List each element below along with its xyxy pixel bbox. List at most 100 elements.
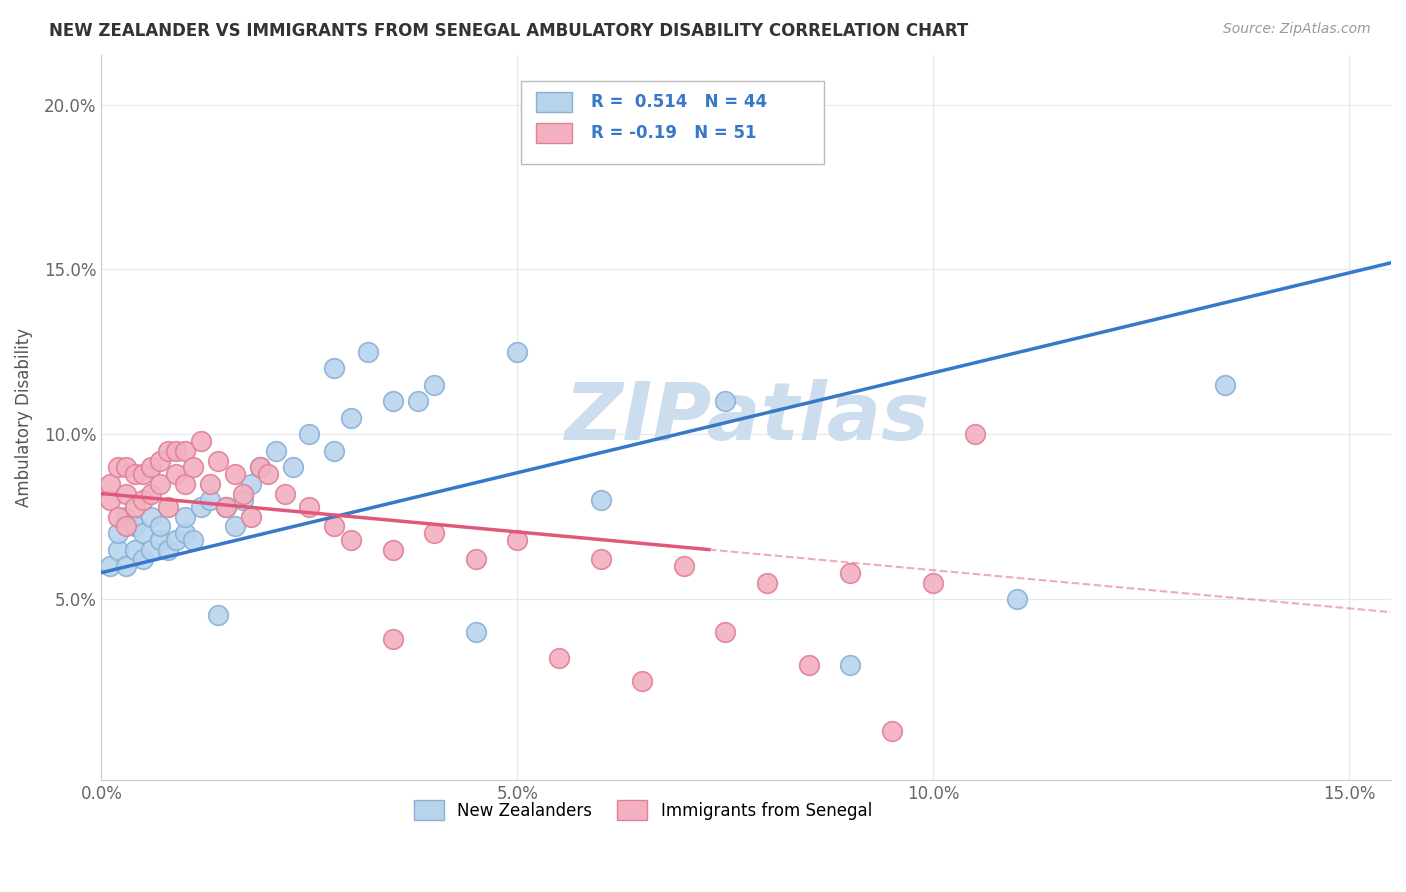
Point [381, 632, 404, 646]
Point [264, 443, 287, 458]
Point [224, 467, 246, 481]
Point [124, 500, 146, 514]
Point [157, 542, 180, 557]
Point [232, 486, 254, 500]
Point [880, 723, 903, 738]
Point [273, 486, 295, 500]
Point [132, 552, 155, 566]
Point [207, 608, 229, 623]
Point [190, 500, 212, 514]
Point [98, 476, 121, 491]
Point [323, 443, 346, 458]
Point [98, 493, 121, 508]
Point [797, 657, 820, 672]
Point [506, 344, 529, 359]
Y-axis label: Ambulatory Disability: Ambulatory Disability [15, 328, 32, 508]
Point [249, 460, 271, 475]
Point [107, 509, 129, 524]
Point [107, 460, 129, 475]
Point [141, 486, 163, 500]
Text: NEW ZEALANDER VS IMMIGRANTS FROM SENEGAL AMBULATORY DISABILITY CORRELATION CHART: NEW ZEALANDER VS IMMIGRANTS FROM SENEGAL… [49, 22, 969, 40]
Point [548, 651, 571, 665]
Point [406, 394, 429, 409]
Point [165, 533, 187, 547]
Point [797, 130, 820, 145]
Point [124, 467, 146, 481]
Point [181, 460, 204, 475]
Point [240, 476, 263, 491]
Point [173, 443, 195, 458]
Point [190, 434, 212, 448]
Point [381, 394, 404, 409]
Legend: New Zealanders, Immigrants from Senegal: New Zealanders, Immigrants from Senegal [408, 794, 879, 826]
Point [157, 500, 180, 514]
Point [149, 453, 172, 467]
Point [157, 443, 180, 458]
Point [357, 344, 380, 359]
Point [340, 533, 363, 547]
Point [215, 500, 238, 514]
Point [165, 467, 187, 481]
Point [323, 519, 346, 533]
Point [132, 526, 155, 541]
Point [215, 500, 238, 514]
Point [249, 460, 271, 475]
Point [589, 493, 612, 508]
Point [922, 575, 945, 590]
Point [207, 453, 229, 467]
Text: ZIPatlas: ZIPatlas [564, 379, 929, 457]
Point [115, 519, 138, 533]
Point [173, 476, 195, 491]
Point [149, 519, 172, 533]
Point [107, 526, 129, 541]
Point [149, 533, 172, 547]
Point [198, 493, 221, 508]
Point [107, 542, 129, 557]
Point [839, 566, 862, 580]
FancyBboxPatch shape [536, 92, 572, 112]
Point [423, 377, 446, 392]
Point [132, 493, 155, 508]
Point [714, 394, 737, 409]
Point [839, 657, 862, 672]
Point [149, 476, 172, 491]
Point [224, 519, 246, 533]
Point [714, 624, 737, 639]
FancyBboxPatch shape [520, 80, 824, 164]
Point [281, 460, 304, 475]
Point [589, 552, 612, 566]
Point [141, 542, 163, 557]
Point [198, 476, 221, 491]
Point [115, 509, 138, 524]
Point [1213, 377, 1236, 392]
Point [631, 674, 654, 689]
Point [340, 410, 363, 425]
Point [756, 575, 779, 590]
Point [1005, 592, 1028, 607]
Point [141, 509, 163, 524]
Text: R =  0.514   N = 44: R = 0.514 N = 44 [592, 94, 768, 112]
Point [506, 533, 529, 547]
Point [124, 519, 146, 533]
Text: Source: ZipAtlas.com: Source: ZipAtlas.com [1223, 22, 1371, 37]
Point [423, 526, 446, 541]
Point [963, 427, 986, 442]
Point [115, 486, 138, 500]
Point [298, 427, 321, 442]
Point [115, 460, 138, 475]
FancyBboxPatch shape [536, 122, 572, 143]
Point [240, 509, 263, 524]
Point [298, 500, 321, 514]
Point [165, 443, 187, 458]
Point [132, 467, 155, 481]
Text: R = -0.19   N = 51: R = -0.19 N = 51 [592, 124, 756, 142]
Point [181, 533, 204, 547]
Point [173, 526, 195, 541]
Point [464, 552, 486, 566]
Point [141, 460, 163, 475]
Point [323, 361, 346, 376]
Point [98, 559, 121, 574]
Point [381, 542, 404, 557]
Point [464, 624, 486, 639]
Point [115, 559, 138, 574]
